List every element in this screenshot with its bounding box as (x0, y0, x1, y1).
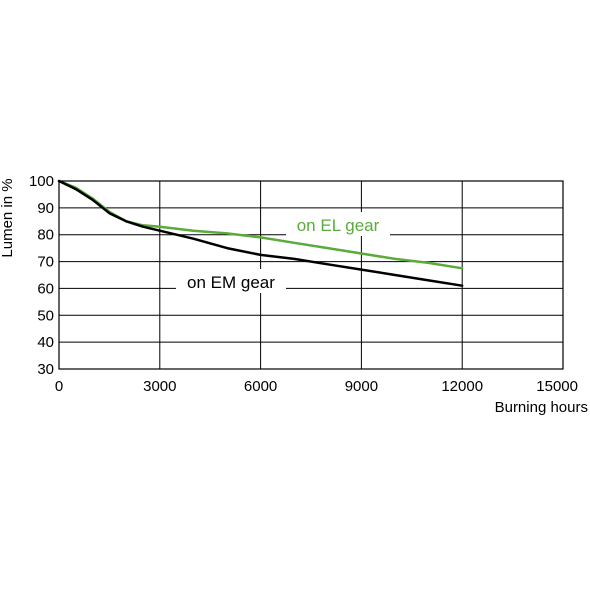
grid (59, 181, 563, 369)
y-tick-label: 60 (37, 280, 54, 297)
x-tick-labels: 0 3000 6000 9000 12000 15000 (55, 378, 578, 395)
y-tick-label: 40 (37, 334, 54, 351)
series-lines (57, 179, 464, 287)
x-tick-label: 6000 (244, 378, 277, 395)
y-tick-label: 80 (37, 227, 54, 244)
el-label-background (286, 212, 390, 236)
y-tick-label: 100 (29, 173, 54, 190)
x-tick-label: 3000 (143, 378, 176, 395)
y-tick-labels: 30 40 50 60 70 80 90 100 (29, 173, 54, 378)
series-label-el-gear: on EL gear (297, 216, 380, 235)
x-tick-label: 12000 (441, 378, 483, 395)
y-tick-label: 30 (37, 361, 54, 378)
em-label-background (176, 269, 286, 293)
y-tick-label: 90 (37, 200, 54, 217)
series-label-em-gear: on EM gear (187, 273, 275, 292)
y-axis-label: Lumen in % (0, 178, 16, 257)
x-tick-label: 0 (55, 378, 63, 395)
plot-frame (58, 180, 564, 370)
x-axis-label: Burning hours (495, 399, 588, 416)
x-tick-label: 9000 (345, 378, 378, 395)
y-tick-label: 50 (37, 307, 54, 324)
x-tick-label: 15000 (536, 378, 578, 395)
series-annotations: on EL gear on EM gear (176, 212, 390, 293)
series-line-on-em-gear (57, 179, 464, 287)
y-tick-label: 70 (37, 254, 54, 271)
